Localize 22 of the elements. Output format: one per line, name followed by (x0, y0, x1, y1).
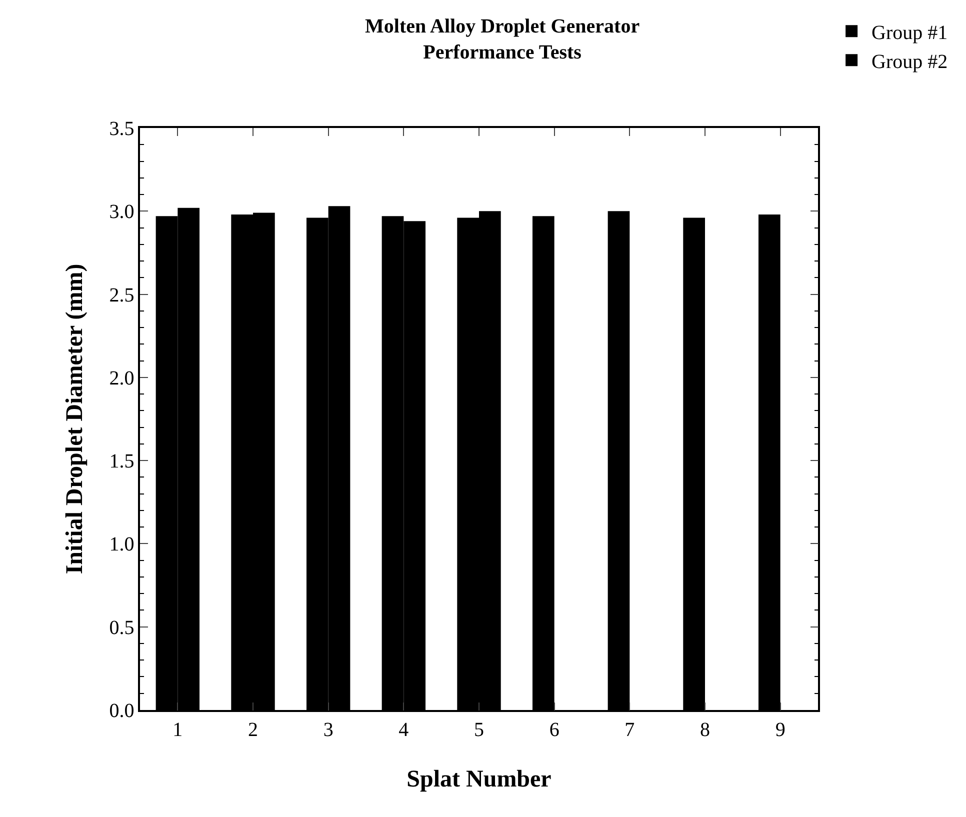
y-axis-title: Initial Droplet Diameter (mm) (62, 264, 88, 574)
legend-label: Group #1 (872, 22, 948, 44)
y-tick-label: 0.5 (109, 616, 134, 639)
x-tick-label: 6 (549, 718, 560, 741)
y-tick-label: 2.0 (109, 367, 134, 390)
y-tick-label: 1.5 (109, 450, 134, 473)
y-tick-label: 3.0 (109, 201, 134, 224)
y-tick-label: 3.5 (109, 118, 134, 140)
y-tick-label: 0.0 (109, 700, 134, 722)
y-tick-label: 2.5 (109, 284, 134, 306)
legend-label: Group #2 (872, 50, 948, 73)
x-tick-label: 2 (248, 718, 258, 741)
x-tick-label: 9 (775, 718, 786, 741)
x-tick-label: 7 (624, 718, 635, 741)
x-tick-label: 4 (398, 718, 409, 741)
x-tick-label: 5 (474, 718, 484, 741)
x-axis-title: Splat Number (406, 766, 552, 793)
x-tick-label: 8 (700, 718, 710, 741)
y-tick-label: 1.0 (109, 534, 134, 556)
chart-title: Molten Alloy Droplet Generator Performance Tests (365, 16, 640, 64)
x-tick-label: 3 (323, 718, 334, 741)
x-tick-label: 1 (172, 718, 183, 741)
